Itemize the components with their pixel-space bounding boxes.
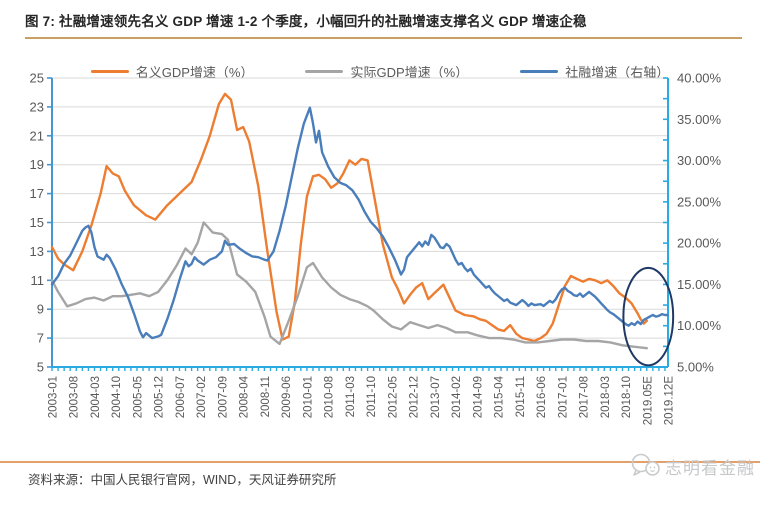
left-axis-tick-label: 23 bbox=[30, 99, 44, 114]
x-axis-tick-label: 2016-06 bbox=[536, 376, 548, 418]
legend-item-real-gdp: 实际GDP增速（%） bbox=[305, 62, 468, 81]
x-axis-tick-label: 2009-06 bbox=[281, 376, 293, 418]
x-axis-tick-label: 2013-07 bbox=[430, 376, 442, 418]
x-axis-tick-label: 2008-04 bbox=[239, 375, 251, 418]
x-axis-tick-label: 2005-05 bbox=[132, 376, 144, 418]
chat-bubbles-icon bbox=[631, 453, 660, 476]
x-axis-tick-label: 2007-09 bbox=[217, 376, 229, 418]
title-divider bbox=[25, 37, 742, 39]
x-axis-tick-label: 2011-03 bbox=[345, 376, 357, 417]
right-axis-tick-label: 5.00% bbox=[677, 360, 714, 375]
x-axis-tick-label: 2005-12 bbox=[154, 376, 166, 418]
right-axis-tick-label: 15.00% bbox=[677, 277, 722, 292]
x-axis-tick-label: 2012-12 bbox=[409, 376, 421, 418]
left-axis-tick-label: 5 bbox=[37, 360, 44, 375]
left-axis-tick-label: 15 bbox=[30, 215, 44, 230]
x-axis-tick-label: 2008-11 bbox=[260, 376, 272, 417]
legend-line-swatch-blue bbox=[520, 69, 559, 74]
x-axis-tick-label: 2019.12E bbox=[664, 376, 676, 426]
x-axis-tick-label: 2010-08 bbox=[324, 376, 336, 418]
x-axis-tick-label: 2003-01 bbox=[48, 376, 60, 418]
left-axis-tick-label: 9 bbox=[37, 302, 44, 317]
legend-item-tsf: 社融增速（右轴） bbox=[520, 62, 669, 81]
legend-label: 名义GDP增速（%） bbox=[135, 65, 254, 80]
left-axis-tick-label: 11 bbox=[31, 273, 45, 288]
footer-divider bbox=[0, 461, 760, 463]
x-axis-tick-label: 2017-01 bbox=[557, 376, 569, 418]
legend-item-nominal-gdp: 名义GDP增速（%） bbox=[90, 62, 254, 81]
x-axis-tick-label: 2011-10 bbox=[366, 376, 378, 417]
right-axis-tick-label: 40.00% bbox=[677, 71, 722, 86]
watermark: 志明看金融 bbox=[630, 451, 755, 481]
right-axis-tick-label: 35.00% bbox=[677, 112, 722, 127]
source-note: 资料来源：中国人民银行官网，WIND，天风证券研究所 bbox=[28, 473, 337, 487]
x-axis-tick-label: 2014-02 bbox=[451, 376, 463, 418]
x-axis-tick-label: 2006-07 bbox=[175, 376, 187, 418]
x-axis-tick-label: 2019.05E bbox=[642, 376, 654, 426]
left-axis-tick-label: 13 bbox=[30, 244, 44, 259]
x-axis-tick-label: 2004-10 bbox=[111, 376, 123, 418]
x-axis-tick-label: 2014-09 bbox=[472, 376, 484, 418]
watermark-text: 志明看金融 bbox=[665, 458, 755, 478]
right-axis-tick-label: 30.00% bbox=[677, 153, 722, 168]
figure-title: 图 7: 社融增速领先名义 GDP 增速 1-2 个季度，小幅回升的社融增速支撑… bbox=[25, 14, 587, 29]
left-axis-tick-label: 7 bbox=[37, 331, 44, 346]
highlight-ellipse-annotation bbox=[622, 266, 675, 367]
right-axis-tick-label: 25.00% bbox=[677, 194, 722, 209]
x-axis-tick-label: 2007-02 bbox=[196, 376, 208, 418]
left-axis-tick-label: 19 bbox=[30, 157, 44, 172]
left-axis-tick-label: 21 bbox=[30, 128, 44, 143]
right-axis-tick-label: 10.00% bbox=[677, 318, 722, 333]
right-axis-tick-label: 20.00% bbox=[677, 236, 722, 251]
x-axis-tick-label: 2018-03 bbox=[600, 376, 612, 418]
series-line-nominal-gdp bbox=[50, 92, 648, 343]
x-axis-tick-label: 2010-01 bbox=[302, 376, 314, 418]
legend-label: 实际GDP增速（%） bbox=[350, 65, 469, 80]
x-axis-tick-label: 2012-05 bbox=[387, 376, 399, 418]
x-axis-tick-label: 2004-03 bbox=[90, 376, 102, 418]
legend-line-swatch-gray bbox=[305, 69, 344, 74]
x-axis-tick-label: 2015-04 bbox=[494, 375, 506, 418]
series-line-real-gdp bbox=[50, 221, 648, 350]
x-axis-tick-label: 2003-08 bbox=[69, 376, 81, 418]
x-axis-tick-label: 2017-08 bbox=[579, 376, 591, 418]
legend-line-swatch-orange bbox=[90, 69, 129, 74]
chart-legend: 名义GDP增速（%） 实际GDP增速（%） 社融增速（右轴） bbox=[0, 62, 760, 81]
x-axis-tick-label: 2018-10 bbox=[621, 376, 633, 418]
legend-label: 社融增速（右轴） bbox=[565, 65, 670, 80]
left-axis-tick-label: 25 bbox=[30, 71, 44, 86]
x-axis-tick-label: 2015-11 bbox=[515, 376, 527, 417]
left-axis-tick-label: 17 bbox=[30, 186, 44, 201]
series-line-tsf-growth bbox=[50, 106, 670, 340]
